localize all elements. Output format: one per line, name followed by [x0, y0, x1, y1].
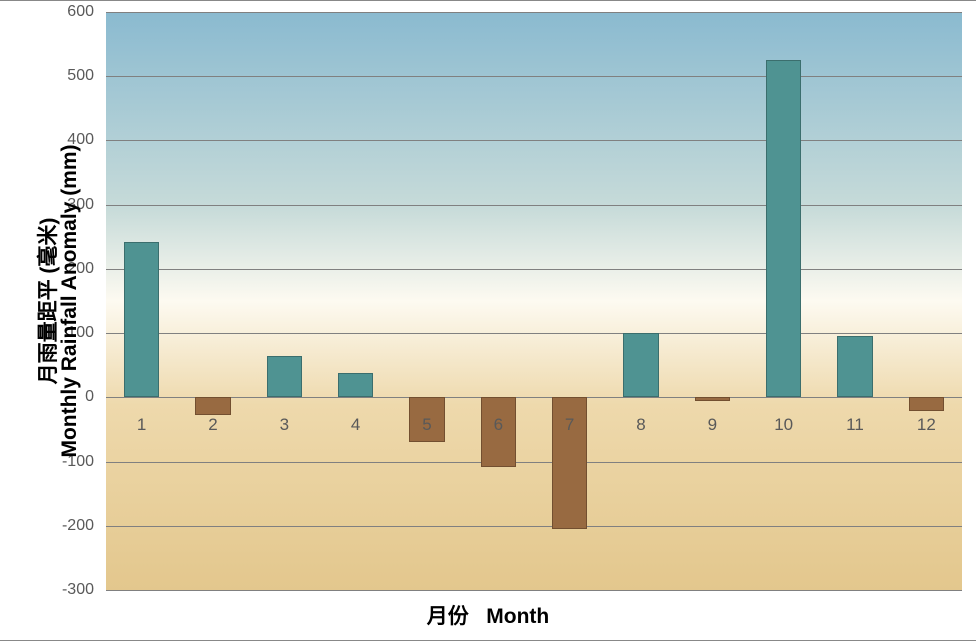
gridline — [106, 590, 962, 591]
gridline — [106, 12, 962, 13]
bar — [695, 397, 731, 400]
bar — [267, 356, 303, 398]
bar — [338, 373, 374, 397]
x-axis-title-cn: 月份 — [427, 605, 469, 628]
x-tick-label: 1 — [137, 415, 146, 435]
bar — [837, 336, 873, 397]
gridline — [106, 397, 962, 398]
x-tick-label: 12 — [917, 415, 936, 435]
x-tick-label: 3 — [280, 415, 289, 435]
x-tick-label: 8 — [636, 415, 645, 435]
bar — [124, 242, 160, 397]
x-tick-label: 5 — [422, 415, 431, 435]
y-axis-title-en: Monthly Rainfall Anomaly (mm) — [58, 12, 82, 590]
x-axis-title: 月份 Month — [427, 600, 550, 630]
bar — [766, 60, 802, 397]
x-tick-label: 6 — [494, 415, 503, 435]
rainfall-anomaly-chart: -300-200-1000100200300400500600 12345678… — [0, 0, 976, 641]
x-axis-title-en: Month — [486, 605, 549, 628]
x-tick-label: 7 — [565, 415, 574, 435]
bar — [195, 397, 231, 415]
gridline — [106, 140, 962, 141]
bar — [623, 333, 659, 397]
x-tick-label: 2 — [208, 415, 217, 435]
x-tick-label: 4 — [351, 415, 360, 435]
gridline — [106, 526, 962, 527]
bar — [909, 397, 945, 411]
gridline — [106, 269, 962, 270]
gridline — [106, 205, 962, 206]
plot-area — [106, 12, 962, 590]
x-tick-label: 9 — [708, 415, 717, 435]
x-tick-label: 11 — [846, 415, 864, 435]
gridline — [106, 76, 962, 77]
gridline — [106, 462, 962, 463]
x-tick-label: 10 — [774, 415, 793, 435]
gridline — [106, 333, 962, 334]
